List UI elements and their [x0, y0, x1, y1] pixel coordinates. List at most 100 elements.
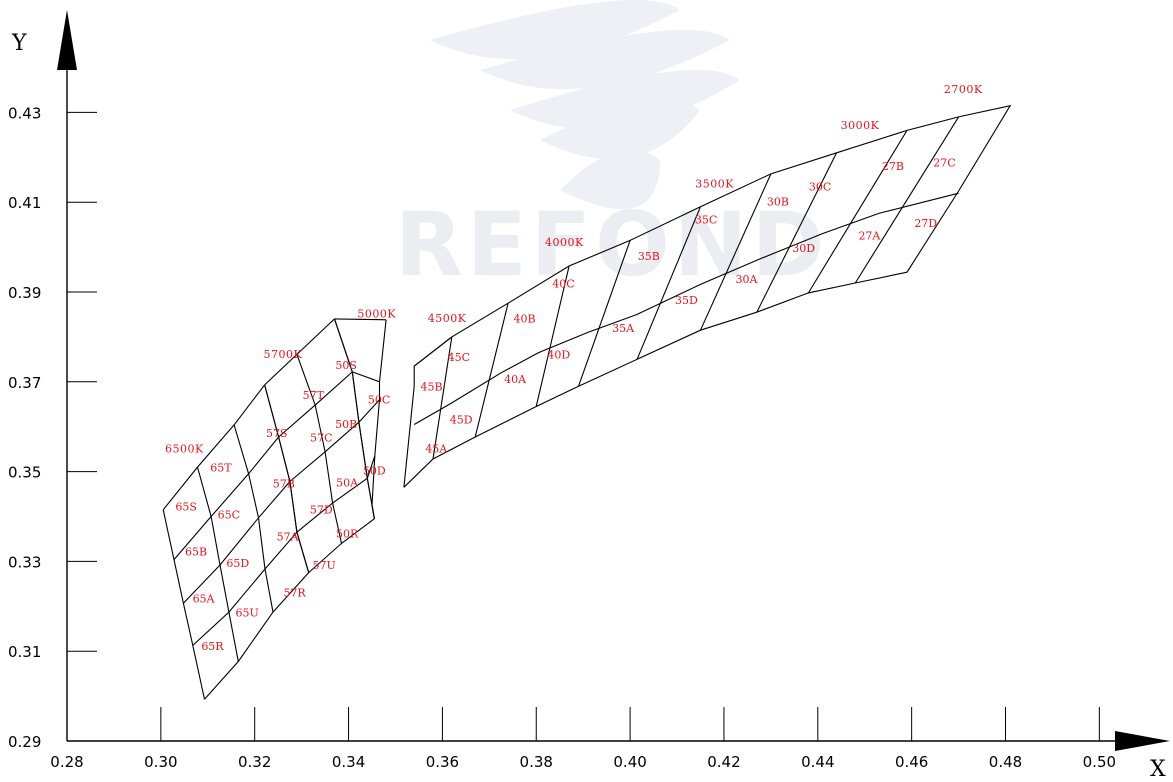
- x-tick-label: 0.40: [613, 753, 646, 771]
- cct-label: 2700K: [944, 83, 983, 96]
- bin-boundary-line: [636, 206, 702, 360]
- y-tick-label: 0.29: [8, 733, 41, 751]
- bin-label: 57T: [303, 389, 325, 402]
- y-tick-label: 0.39: [8, 284, 41, 302]
- watermark-band: [540, 100, 700, 160]
- x-tick-label: 0.38: [520, 753, 553, 771]
- bin-label: 45C: [448, 351, 470, 364]
- bin-boundary-line: [413, 336, 453, 367]
- bin-label: 45D: [450, 414, 473, 427]
- bin-label: 50R: [336, 528, 359, 541]
- bin-label: 57S: [266, 427, 288, 440]
- bin-row-line-65: [162, 384, 266, 511]
- bin-label: 65C: [218, 509, 240, 522]
- bin-label: 50B: [335, 418, 357, 431]
- bin-boundary-line: [432, 336, 453, 460]
- x-tick-label: 0.46: [895, 753, 928, 771]
- bin-col-line-65: [196, 466, 239, 662]
- watermark-text: REFOND: [395, 193, 829, 296]
- bin-col-line-57: [296, 354, 343, 544]
- bin-row-line-50: [352, 371, 380, 383]
- x-tick-label: 0.30: [144, 753, 177, 771]
- y-axis-title: Y: [11, 31, 27, 56]
- bin-label: 27B: [882, 160, 904, 173]
- cct-label: 5700K: [263, 348, 302, 361]
- bin-col-line-50: [371, 319, 387, 506]
- cct-label: 4500K: [428, 312, 467, 325]
- bin-label: 35D: [675, 294, 698, 307]
- bin-col-line-65: [233, 424, 274, 613]
- bin-row-line-65: [183, 481, 291, 604]
- bin-label: 57C: [310, 432, 332, 445]
- bin-row-line-50: [358, 399, 380, 423]
- cct-labels: 6500K 5700K 5000K 4500K 4000K 3500K 3000K 2700K: [165, 83, 983, 455]
- bin-label: 35A: [612, 322, 635, 335]
- bin-label: 50C: [368, 393, 390, 406]
- cct-label: 3000K: [841, 119, 880, 132]
- x-tick-label: 0.34: [332, 753, 365, 771]
- y-tick-label: 0.31: [8, 643, 41, 661]
- bin-label: 57D: [310, 503, 333, 516]
- bin-label: 30D: [792, 242, 815, 255]
- bin-label: 40D: [547, 348, 570, 361]
- bin-label: 65B: [185, 546, 207, 559]
- cct-label: 3500K: [695, 177, 734, 190]
- bin-label: 57R: [283, 586, 306, 599]
- bin-label: 40C: [552, 278, 574, 291]
- y-tick-label: 0.33: [8, 553, 41, 571]
- x-tick-label: 0.48: [989, 753, 1022, 771]
- bin-label: 35B: [638, 250, 660, 263]
- bin-boundary-line: [474, 303, 509, 438]
- bin-label: 65T: [210, 462, 232, 475]
- bin-label: 65S: [175, 501, 197, 514]
- x-ticks: 0.28 0.30 0.32 0.34 0.36 0.38 0.40 0.42 0.44 0.46…: [50, 707, 1116, 771]
- bin-row-line-50: [366, 455, 376, 479]
- x-tick-label: 0.28: [50, 753, 83, 771]
- x-tick-label: 0.32: [238, 753, 271, 771]
- bin-label: 40A: [504, 373, 527, 386]
- bin-label: 57A: [277, 530, 300, 543]
- bin-label: 57U: [313, 559, 336, 572]
- bin-label: 45A: [425, 442, 448, 455]
- bin-label: 65R: [201, 640, 224, 653]
- bin-label: 57B: [273, 477, 295, 490]
- bin-label: 40B: [513, 313, 535, 326]
- bin-label: 27C: [933, 156, 955, 169]
- bin-col-line-57: [264, 384, 310, 573]
- bin-label: 30B: [767, 195, 789, 208]
- watermark-band: [560, 150, 660, 210]
- bin-label: 30A: [735, 273, 758, 286]
- bin-row-line-65: [173, 436, 280, 560]
- bin-label: 35C: [695, 213, 717, 226]
- bin-label: 65A: [193, 593, 216, 606]
- bin-label: 27D: [914, 217, 937, 230]
- bin-boundary-line: [403, 104, 1012, 488]
- axes: Y X: [11, 10, 1170, 782]
- y-axis-arrow: [57, 10, 77, 70]
- y-tick-label: 0.41: [8, 194, 41, 212]
- bin-label: 50S: [335, 359, 357, 372]
- bin-boundary-line: [535, 265, 570, 407]
- bin-label: 65U: [236, 607, 259, 620]
- watermark: REFOND: [395, 0, 829, 296]
- bin-boundary-line: [413, 192, 959, 425]
- cct-label: 6500K: [165, 442, 204, 455]
- x-axis-title: X: [1150, 757, 1166, 782]
- bin-label: 50D: [363, 465, 386, 478]
- watermark-band: [430, 0, 680, 60]
- watermark-band: [480, 30, 730, 90]
- x-axis-arrow: [1115, 731, 1170, 751]
- cct-label: 5000K: [357, 308, 396, 321]
- x-tick-label: 0.50: [1083, 753, 1116, 771]
- y-tick-label: 0.37: [8, 374, 41, 392]
- watermark-band: [510, 70, 740, 130]
- x-tick-label: 0.36: [426, 753, 459, 771]
- y-tick-label: 0.35: [8, 464, 41, 482]
- bin-boundary-line: [807, 130, 908, 294]
- bin-boundary-line: [699, 173, 772, 331]
- bin-row-line-65: [192, 531, 298, 646]
- bin-grid-lines: [162, 104, 1012, 700]
- y-ticks: 0.29 0.31 0.33 0.35 0.37 0.39 0.41 0.43: [8, 104, 97, 751]
